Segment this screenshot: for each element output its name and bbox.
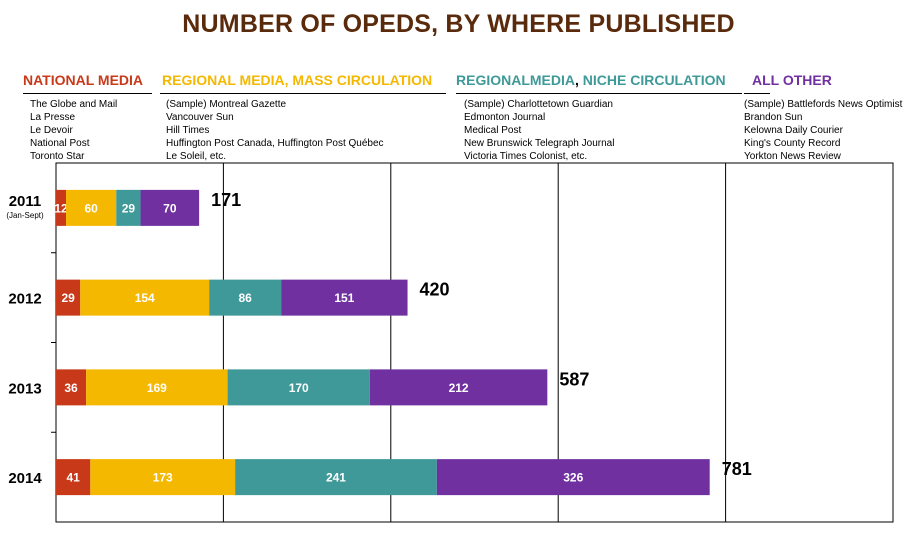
category-header-text: , — [575, 72, 583, 88]
example-outlet: Kelowna Daily Courier — [744, 125, 843, 136]
data-label: 41 — [66, 471, 80, 485]
bar-segment — [209, 279, 282, 316]
category-label: 2011 — [9, 193, 42, 210]
category-underline — [160, 93, 446, 94]
example-outlet: Edmonton Journal — [464, 112, 546, 123]
example-outlet: (Sample) Montreal Gazette — [166, 99, 287, 110]
data-label: 326 — [563, 471, 583, 485]
example-outlet: Huffington Post Canada, Huffington Post … — [166, 138, 384, 149]
category-header-text: ALL OTHER — [752, 72, 832, 88]
example-outlet: Le Soleil, etc. — [166, 151, 227, 162]
category-examples: The Globe and Mail La Presse Le Devoir Nati… — [30, 98, 117, 163]
data-label: 36 — [64, 381, 78, 395]
bar-segment — [227, 369, 370, 406]
bar-segment — [369, 369, 548, 406]
data-label: 212 — [449, 381, 469, 395]
bar-segment — [56, 369, 87, 406]
example-outlet: (Sample) Charlottetown Guardian — [464, 99, 613, 110]
category-header-text: REGIONAL MEDIA, MASS CIRCULATION — [162, 72, 433, 88]
bar-segment — [86, 369, 228, 406]
example-outlet: Medical Post — [464, 125, 522, 136]
example-outlet: The Globe and Mail — [30, 99, 118, 110]
data-label: 151 — [334, 291, 354, 305]
category-header-text: NATIONAL MEDIA — [23, 72, 144, 88]
bar-segment — [56, 279, 81, 316]
category-label: 2012 — [8, 291, 41, 308]
bar-segment — [80, 279, 210, 316]
data-label: 154 — [135, 291, 155, 305]
bar-segment — [140, 189, 200, 226]
data-label: 29 — [61, 291, 75, 305]
bar-segment — [116, 189, 141, 226]
total-label: 587 — [559, 369, 589, 389]
category-sublabel: (Jan-Sept) — [6, 211, 44, 220]
category-examples: (Sample) Charlottetown Guardian Edmonton … — [464, 98, 614, 163]
data-label: 70 — [163, 201, 177, 215]
example-outlet: La Presse — [30, 112, 76, 123]
category-underline — [456, 93, 742, 94]
category-label: 2014 — [8, 470, 42, 487]
category-header-3: REGIONALMEDIA, NICHE CIRCULATION — [456, 72, 726, 88]
data-label: 29 — [122, 201, 136, 215]
example-outlet: Victoria Times Colonist, etc. — [464, 151, 588, 162]
category-underline — [744, 93, 770, 94]
data-label: 241 — [326, 471, 346, 485]
data-label: 60 — [84, 201, 98, 215]
bar-segment — [66, 189, 117, 226]
example-outlet: Hill Times — [166, 125, 210, 136]
category-header-4: ALL OTHER — [752, 72, 832, 88]
total-label: 420 — [420, 280, 450, 300]
category-examples: (Sample) Montreal Gazette Vancouver Sun Hi… — [166, 98, 384, 163]
total-label: 171 — [211, 190, 241, 210]
data-label: 170 — [289, 381, 309, 395]
bar-segment — [281, 279, 408, 316]
data-label: 12 — [54, 201, 68, 215]
category-header-2: REGIONAL MEDIA, MASS CIRCULATION — [162, 72, 432, 88]
data-label: 169 — [147, 381, 167, 395]
example-outlet: National Post — [30, 138, 90, 149]
example-outlet: Toronto Star — [30, 151, 85, 162]
example-outlet: King's County Record — [744, 138, 841, 149]
data-label: 173 — [153, 471, 173, 485]
data-label: 86 — [238, 291, 252, 305]
category-underline — [23, 93, 152, 94]
example-outlet: Le Devoir — [30, 125, 73, 136]
example-outlet: Vancouver Sun — [166, 112, 234, 123]
category-header-text: REGIONALMEDIA — [456, 72, 575, 88]
example-outlet: Brandon Sun — [744, 112, 803, 123]
category-header-text: NICHE CIRCULATION — [582, 72, 726, 88]
bar-segment — [90, 459, 236, 496]
category-header-1: NATIONAL MEDIA — [23, 72, 143, 88]
example-outlet: New Brunswick Telegraph Journal — [464, 138, 615, 149]
chart-title: NUMBER OF OPEDS, BY WHERE PUBLISHED — [182, 10, 735, 38]
bar-segment — [436, 459, 710, 496]
bar-segment — [235, 459, 437, 496]
total-label: 781 — [722, 459, 752, 479]
category-label: 2013 — [8, 380, 41, 397]
category-examples: (Sample) Battlefords News Optimist Brando… — [744, 98, 902, 163]
example-outlet: Yorkton News Review — [744, 151, 841, 162]
bar-segment — [56, 459, 91, 496]
bar-segment — [56, 189, 67, 226]
example-outlet: (Sample) Battlefords News Optimist — [744, 99, 903, 110]
